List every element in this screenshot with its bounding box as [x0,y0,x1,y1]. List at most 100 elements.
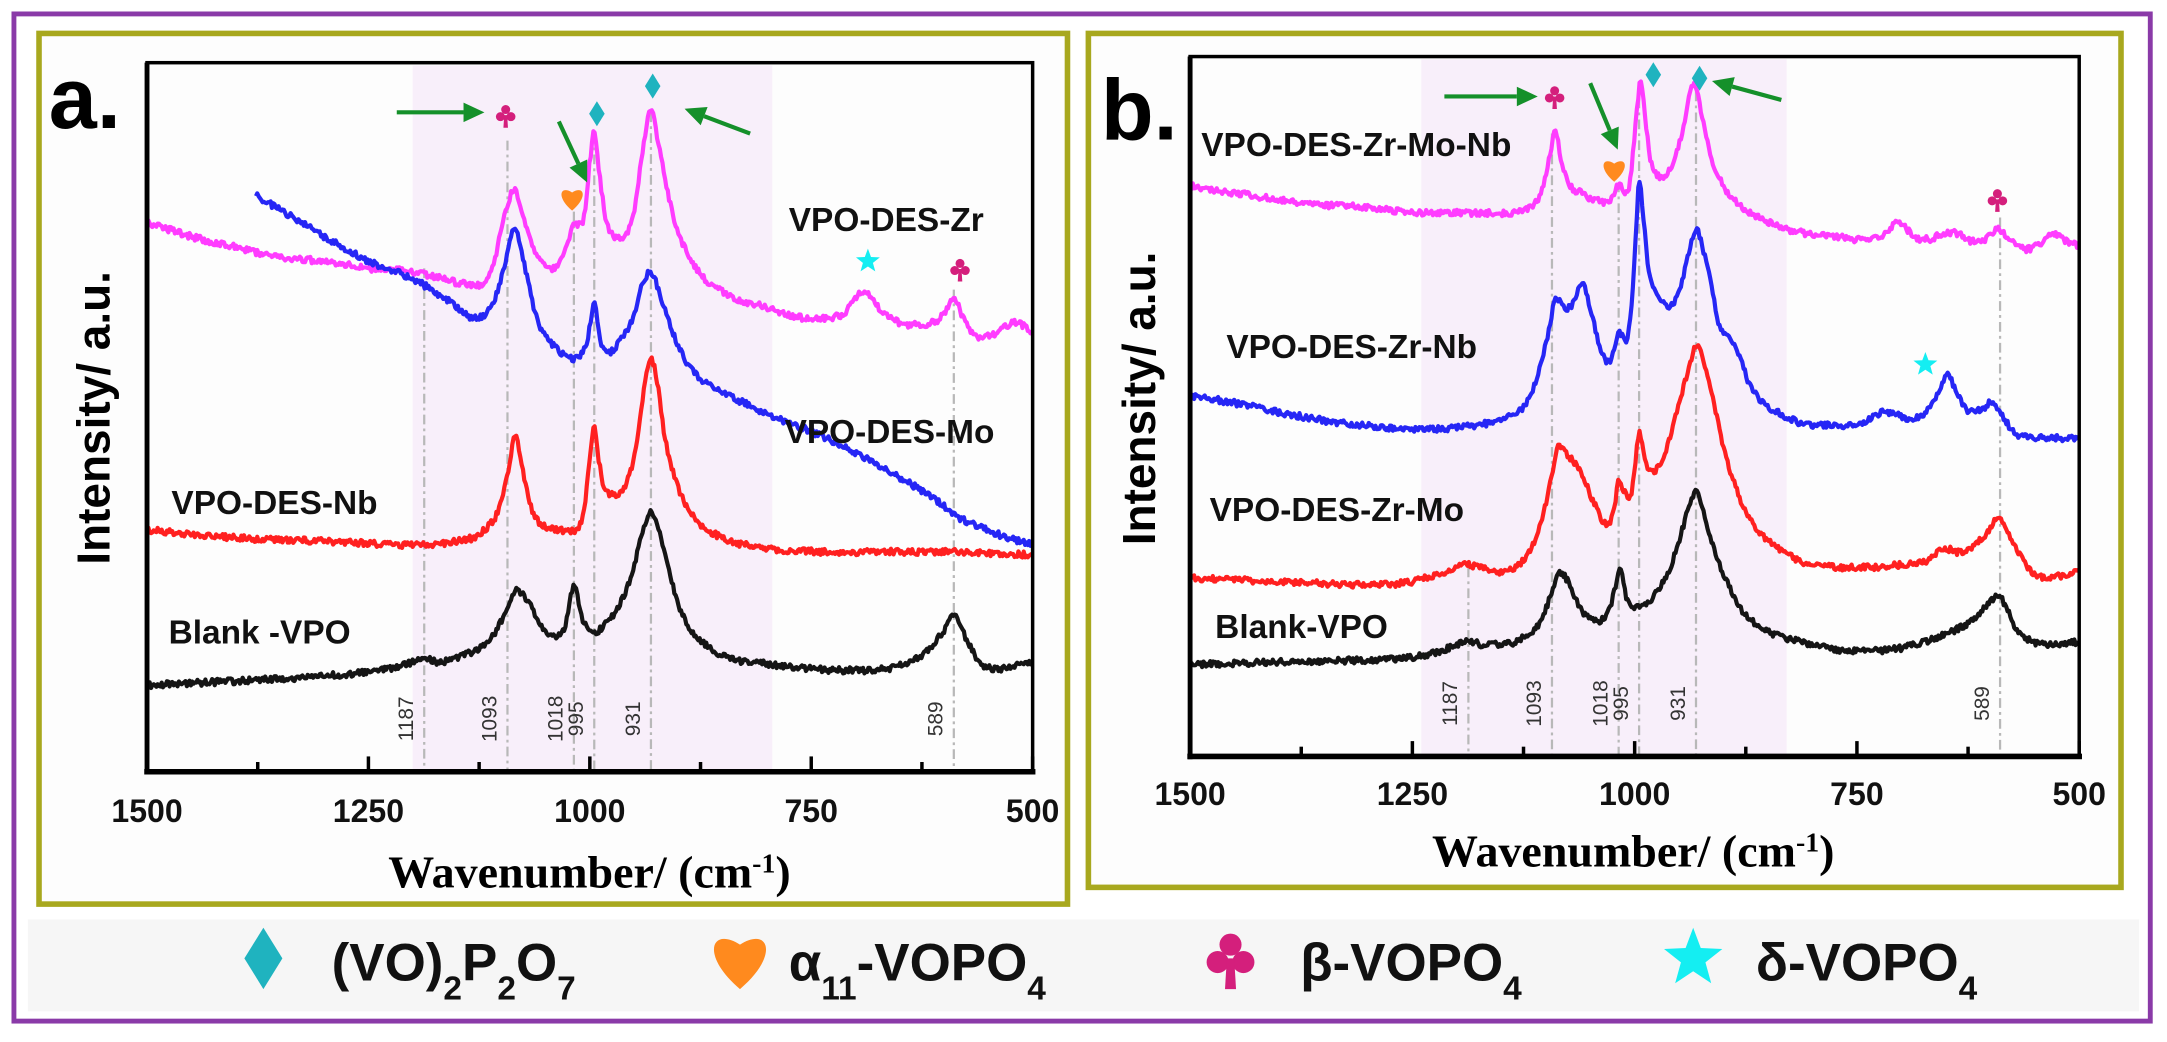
peak-label: 995 [565,701,588,736]
green-arrow-icon [1588,82,1619,150]
club-lobe [1555,93,1565,103]
peak-label: 995 [1610,686,1633,721]
arrow-head [1600,126,1619,150]
panel-letter: a. [49,51,121,147]
peak-label: 1093 [478,696,501,742]
peak-label: 1093 [1523,680,1546,726]
club-lobe [1550,86,1560,96]
club-stem [1225,958,1237,990]
legend-text: β-VOPO [1300,934,1503,993]
legend-background [27,919,2140,1012]
club-lobe [501,105,511,115]
series-line-vpo-des-zr [145,108,1034,342]
x-axis-label-part: ) [775,846,790,897]
diamond-icon [244,927,283,990]
club-marker-icon [495,105,516,128]
series-label: Blank -VPO [169,615,351,652]
series-label: VPO-DES-Mo [785,414,995,451]
diamond-shape [1691,65,1708,91]
series-line-vpo-des-mo [254,191,1034,548]
club-lobe [1998,196,2008,206]
x-axis-label-part: Wavenumber/ (cm [1432,825,1796,876]
arrow-shaft [556,120,581,165]
heart-shape [561,190,583,211]
legend-subscript: 2 [497,970,516,1007]
diamond-shape [644,73,661,99]
series-line-vpo-des-zr-mo-nb [1188,79,2080,255]
legend-item-heart: α11-VOPO4 [713,934,1047,1007]
y-axis-label: Intensity/ a.u. [68,271,120,565]
heart-icon [713,938,767,990]
star-icon [1664,927,1723,984]
peak-label: 1018 [545,696,568,742]
green-arrow-icon [1444,86,1538,107]
x-axis-label-superscript: -1 [1796,827,1819,858]
heart-marker-icon [561,190,583,211]
star-shape [1913,351,1938,375]
arrow-head [684,107,708,126]
legend-item-diamond: (VO)2P2O7 [244,927,576,1007]
diamond-shape [1645,62,1662,88]
peak-label: 1187 [395,696,418,741]
series-line-blank-vpo [1189,487,2080,670]
peak-label: 931 [622,701,645,736]
club-stem [957,269,963,282]
diamond-shape [244,927,283,990]
series-line-vpo-des-zr-mo [1189,343,2080,590]
club-marker-icon [950,258,970,282]
diamond-marker-icon [589,101,605,127]
legend-item-club: β-VOPO4 [1206,933,1522,1007]
series-line-blank-vpo [146,508,1034,691]
legend-text: -VOPO [857,934,1028,993]
star-shape [855,248,880,272]
x-axis-label-part: ) [1819,825,1834,876]
club-lobe [495,112,505,122]
green-arrow-icon [396,102,485,123]
club-lobe [1219,933,1242,956]
legend-label: β-VOPO4 [1300,934,1522,1007]
green-arrow-icon [684,107,751,136]
heart-shape [1603,161,1625,182]
x-tick-label: 750 [1830,776,1883,812]
peak-label: 931 [1667,686,1690,721]
x-tick-label: 1000 [1599,776,1670,812]
legend-label: α11-VOPO4 [789,934,1047,1007]
star-marker-icon [1913,351,1938,375]
legend-subscript: 11 [821,970,856,1007]
heart-shape [713,938,767,990]
x-tick-label: 1000 [554,793,625,829]
peak-label: 589 [1971,686,1994,721]
green-arrow-icon [556,120,588,183]
x-tick-label: 1500 [1154,776,1225,812]
club-lobe [955,258,965,268]
legend-label: (VO)2P2O7 [332,934,576,1007]
shaded-region [412,65,773,772]
legend-subscript: 2 [443,970,462,1007]
star-marker-icon [855,248,880,272]
x-tick-label: 1500 [111,793,182,829]
x-axis-label-superscript: -1 [752,848,775,879]
legend-subscript: 4 [1959,970,1978,1007]
club-lobe [960,266,970,276]
legend-text: α [789,934,822,993]
series-line-vpo-des-zr-nb [1188,179,2081,444]
arrow-shaft [1588,82,1612,132]
x-tick-label: 1250 [1377,776,1448,812]
x-tick-label: 750 [784,793,837,829]
y-axis-label: Intensity/ a.u. [1113,252,1165,546]
club-lobe [950,266,960,276]
club-stem [503,115,508,128]
club-lobe [1544,93,1554,103]
green-arrow-icon [1712,77,1782,102]
legend-text: (VO) [332,934,444,993]
peak-label: 589 [925,701,948,736]
x-axis-label: Wavenumber/ (cm-1) [1432,825,1834,876]
peak-label: 1187 [1439,681,1462,726]
club-marker-icon [1987,189,2008,212]
club-lobe [1992,189,2002,199]
arrow-head [569,159,588,183]
club-stem [1995,199,2000,212]
club-icon [1206,933,1255,990]
